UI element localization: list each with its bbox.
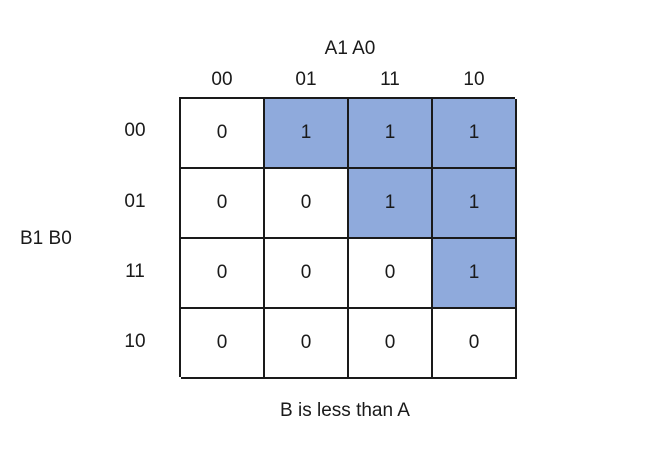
- kmap-cell-r2-c0: 0: [181, 239, 265, 309]
- kmap-cell-r0-c2: 1: [349, 99, 433, 169]
- kmap-cell-r3-c1: 0: [265, 309, 349, 379]
- column-variables-label: A1 A0: [324, 38, 376, 59]
- kmap-cell-r2-c3: 1: [433, 239, 517, 309]
- row-variables-label: B1 B0: [20, 228, 72, 249]
- kmap-cell-r3-c2: 0: [349, 309, 433, 379]
- kmap-cell-r3-c3: 0: [433, 309, 517, 379]
- row-header-11: 11: [125, 261, 145, 282]
- column-header-11: 11: [380, 69, 400, 90]
- kmap-cell-r2-c1: 0: [265, 239, 349, 309]
- kmap-cell-r1-c3: 1: [433, 169, 517, 239]
- kmap-cell-r2-c2: 0: [349, 239, 433, 309]
- kmap-cell-r0-c1: 1: [265, 99, 349, 169]
- kmap-cell-r1-c2: 1: [349, 169, 433, 239]
- kmap-cell-r1-c1: 0: [265, 169, 349, 239]
- column-header-10: 10: [463, 69, 485, 90]
- column-header-01: 01: [295, 69, 317, 90]
- row-header-01: 01: [124, 191, 146, 212]
- row-header-00: 00: [124, 120, 146, 141]
- kmap-cell-r1-c0: 0: [181, 169, 265, 239]
- kmap-cell-r0-c0: 0: [181, 99, 265, 169]
- diagram-caption: B is less than A: [280, 400, 410, 421]
- column-header-00: 00: [211, 69, 233, 90]
- row-header-10: 10: [124, 331, 146, 352]
- kmap-cell-r3-c0: 0: [181, 309, 265, 379]
- kmap-cell-r0-c3: 1: [433, 99, 517, 169]
